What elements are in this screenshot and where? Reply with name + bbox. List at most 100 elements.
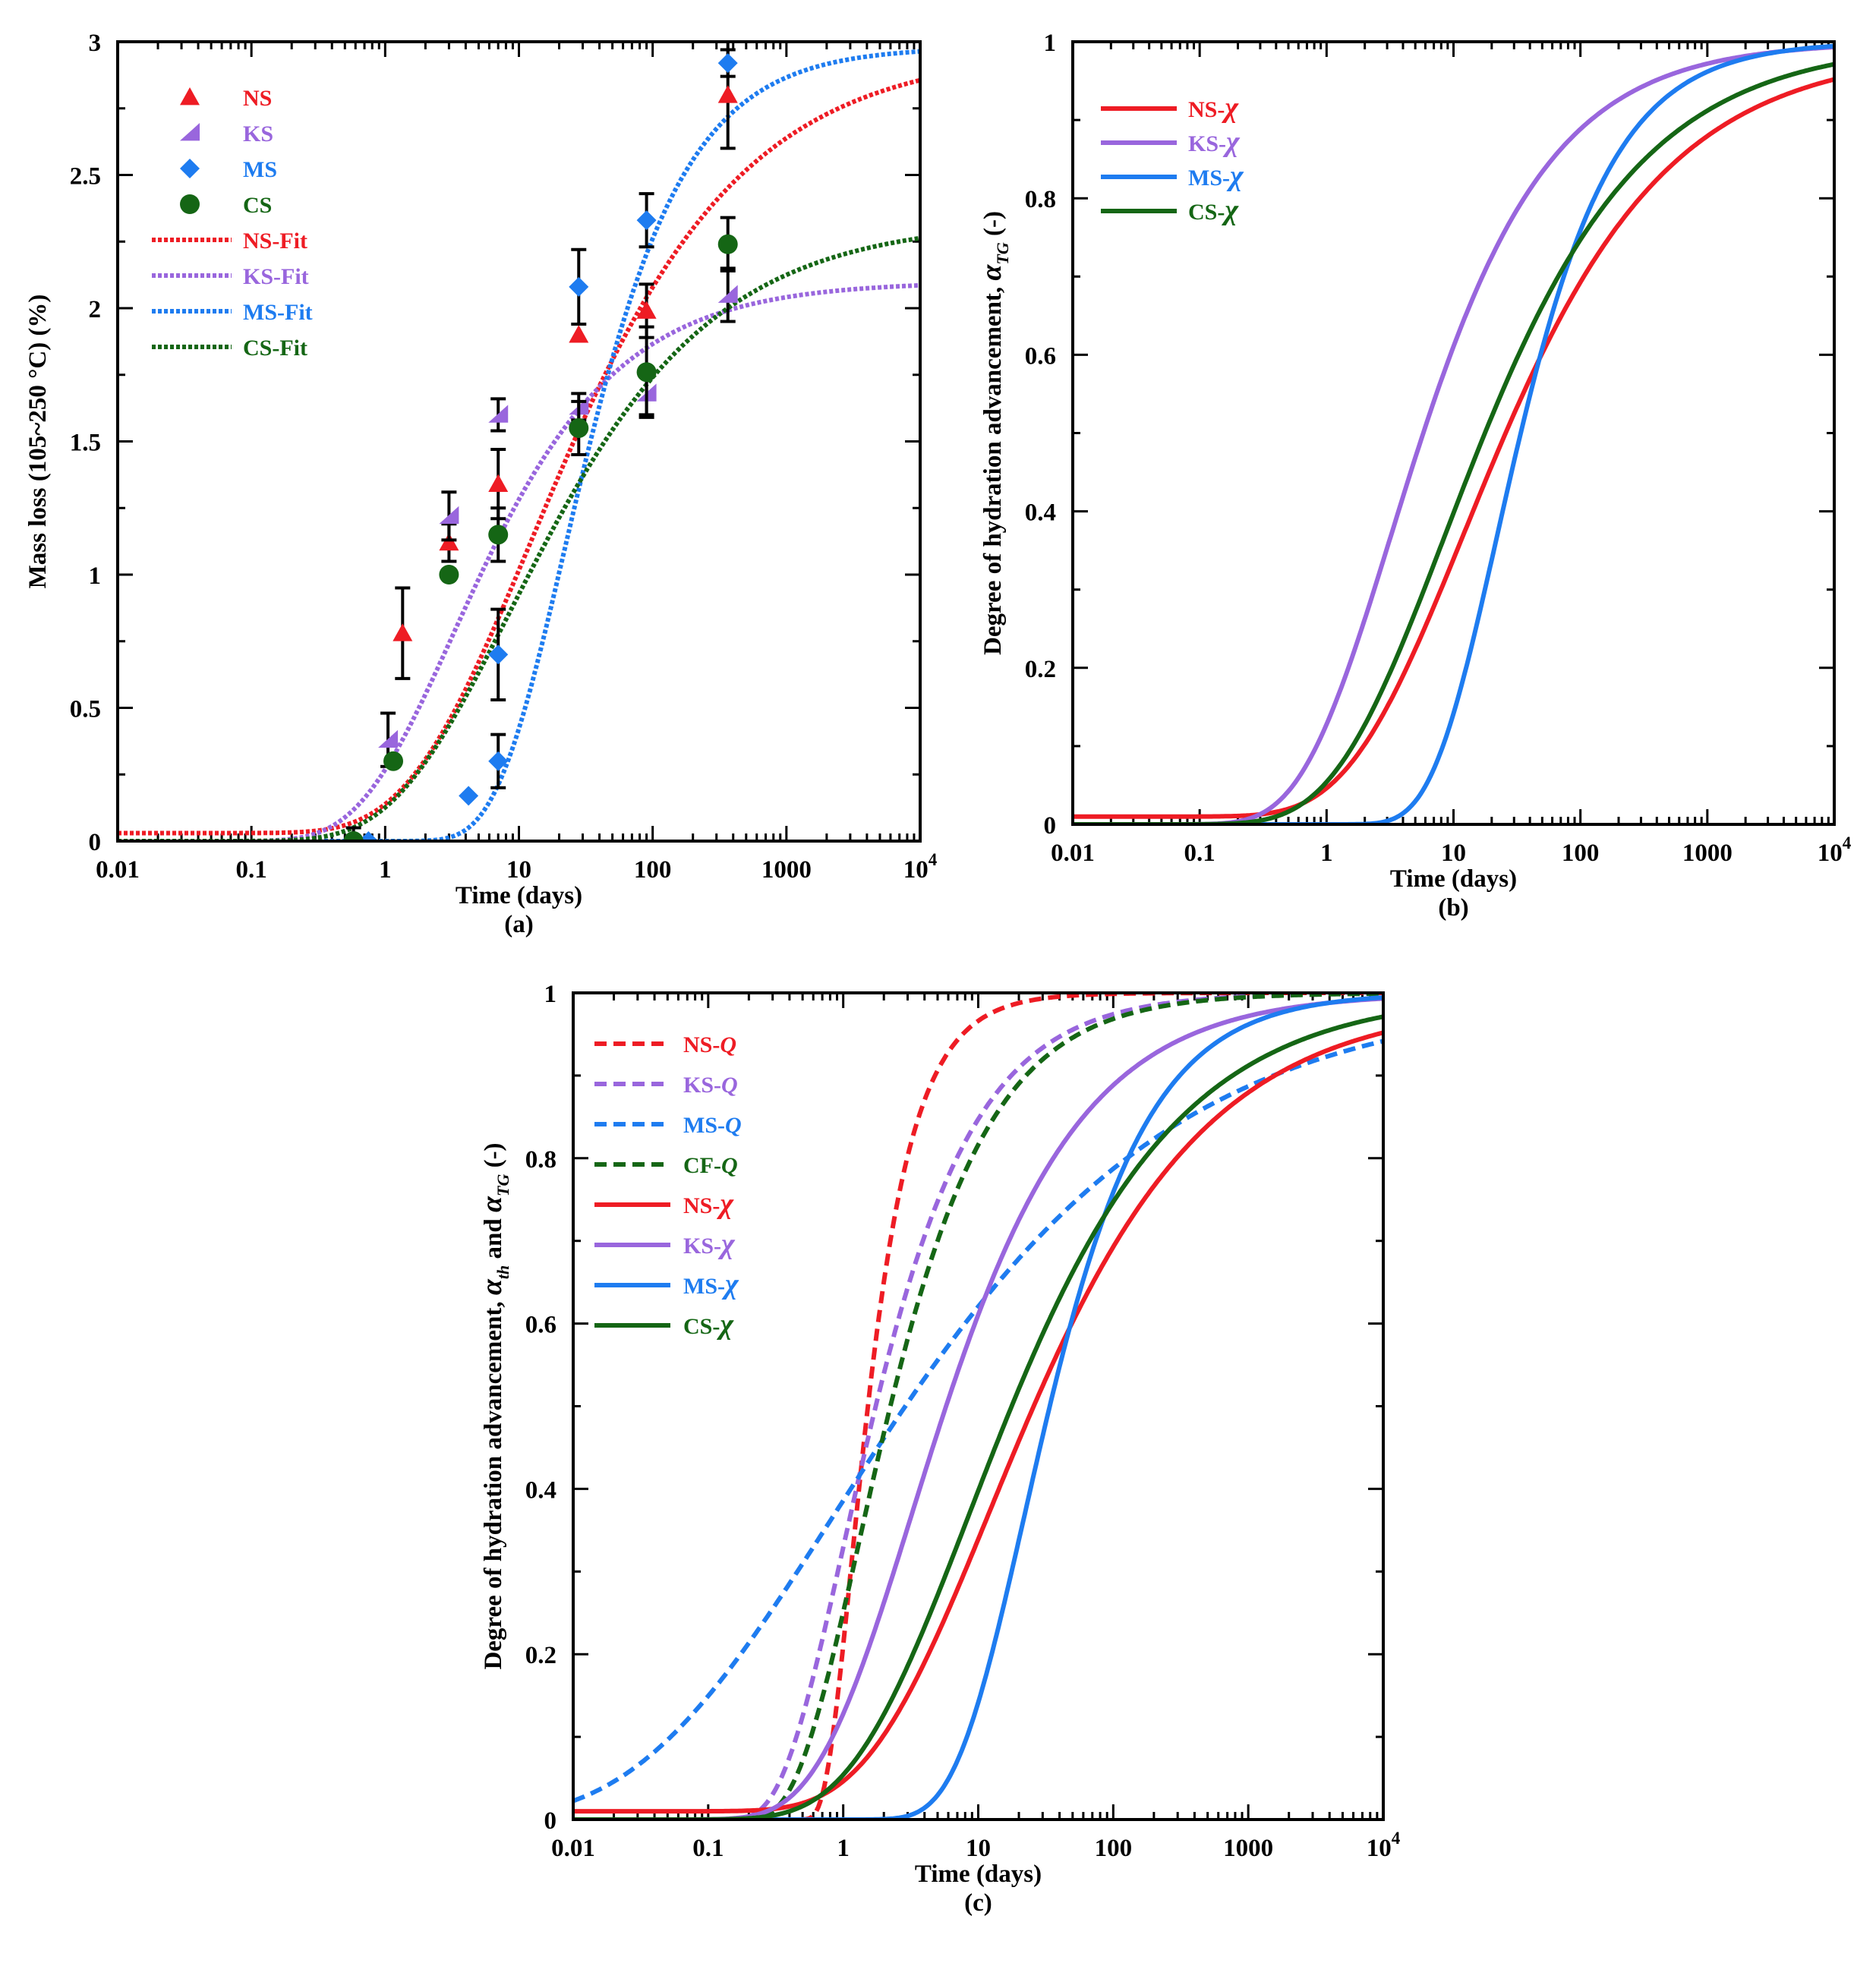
series-line-ksfit: [118, 282, 920, 841]
legend-label: NS-χ: [1188, 92, 1239, 124]
data-point-ns-triangle: [439, 532, 459, 551]
legend: NS-χKS-χMS-χCS-χ: [1101, 92, 1244, 226]
data-point-ns-triangle: [393, 623, 413, 641]
series-line-ksq: [573, 993, 1383, 1820]
y-tick-label: 0.2: [1025, 656, 1056, 683]
series-line-ns: [1073, 77, 1834, 819]
y-axis-title: Degree of hydration advancement, αth and…: [476, 1142, 512, 1669]
legend-label: KS-Fit: [243, 264, 309, 289]
y-tick-label: 0: [89, 829, 102, 856]
y-axis-title: Mass loss (105~250 °C) (%): [24, 295, 52, 589]
legend-label: NS-χ: [683, 1188, 734, 1220]
y-tick-label: 2: [89, 296, 102, 323]
legend-marker-circle: [180, 194, 200, 214]
series-line-ms: [1073, 43, 1834, 824]
plot-area: [1073, 43, 1834, 824]
x-tick-label: 0.01: [1051, 840, 1095, 867]
y-axis-title-subscript: th: [493, 1265, 512, 1279]
legend-label-symbol: Q: [725, 1113, 742, 1138]
legend: NS KS MS CS NS-Fit KS-Fit MS-Fit CS-Fit: [152, 86, 313, 361]
legend-label: MS-Q: [683, 1113, 742, 1138]
legend-label: CF-Q: [683, 1153, 738, 1178]
legend-label: CS-Fit: [243, 336, 307, 361]
data-point-ms-diamond: [488, 751, 509, 771]
data-point-ns-triangle: [488, 474, 509, 493]
legend-label-prefix: CS-: [683, 1314, 720, 1339]
y-axis-title: Degree of hydration advancement, αTG (-): [976, 211, 1012, 655]
legend-label: MS-χ: [683, 1268, 739, 1300]
data-point-ms-diamond: [358, 831, 379, 841]
panel-a: 0.01 0.1 1 10 100 1000 104 0 0.5 1 1.5 2 2.5 3 Time (d…: [24, 30, 938, 938]
x-tick-label: 10: [966, 1835, 991, 1862]
data-point-ms-diamond: [636, 210, 657, 231]
data-point-cs-circle: [569, 417, 589, 438]
legend-label: CS: [243, 193, 272, 218]
plot-frame: [1071, 40, 1836, 826]
x-tick-label: 1: [1320, 840, 1333, 867]
data-point-cs-circle: [383, 751, 404, 771]
legend: NS-QKS-QMS-QCF-QNS-χKS-χMS-χCS-χ: [594, 1032, 742, 1341]
data-point-cs-circle: [439, 565, 459, 584]
data-point-ks-half-triangle: [488, 405, 509, 423]
data-point-cs-circle: [343, 831, 364, 841]
y-axis-title-symbol: α: [476, 1196, 508, 1212]
panel-caption: (b): [1438, 894, 1468, 922]
x-tick-label: 100: [634, 856, 672, 884]
legend-label: CS-χ: [1188, 194, 1239, 226]
y-tick-label: 1.5: [70, 430, 101, 457]
legend-label: KS: [243, 121, 273, 147]
panel-caption: (a): [504, 911, 533, 938]
x-tick-label: 10: [1441, 840, 1466, 867]
y-axis-title-text: Degree of hydration advancement,: [979, 281, 1007, 655]
y-axis-title-text: (-): [480, 1142, 507, 1174]
y-tick-label: 0.4: [525, 1476, 556, 1504]
y-tick-label: 0.4: [1025, 499, 1056, 527]
y-axis-title-text: and: [480, 1212, 507, 1265]
plot-area: [118, 42, 920, 841]
legend-label-symbol: Q: [720, 1032, 736, 1057]
legend-label: MS-Fit: [243, 300, 313, 325]
panel-caption: (c): [964, 1889, 992, 1917]
data-point-ms-diamond: [459, 786, 479, 806]
y-tick-label: 1: [89, 562, 102, 590]
x-tick-label: 0.01: [551, 1835, 595, 1862]
y-tick-label: 0.5: [70, 696, 101, 723]
legend-marker-diamond: [180, 159, 200, 178]
legend-label: KS-Q: [683, 1073, 738, 1098]
series-line-nsq: [573, 993, 1383, 1820]
plot-frame: [116, 40, 922, 843]
y-tick-label: 0.6: [525, 1312, 556, 1339]
y-axis-title-text: Degree of hydration advancement,: [480, 1295, 507, 1669]
y-tick-label: 0.8: [1025, 186, 1056, 213]
y-tick-label: 0.6: [1025, 342, 1056, 370]
legend-label-prefix: MS-: [683, 1113, 725, 1138]
x-tick-label: 1000: [1223, 1835, 1273, 1862]
x-tick-label: 100: [1562, 840, 1600, 867]
series-line-cfq: [573, 993, 1383, 1820]
x-tick-label: 0.1: [236, 856, 267, 884]
legend-label-prefix: KS-: [683, 1234, 721, 1259]
y-axis-title-text: (-): [979, 211, 1007, 242]
series-line-nsfit: [118, 77, 920, 836]
legend-label-prefix: MS-: [683, 1274, 725, 1299]
legend-label: NS-Q: [683, 1032, 736, 1057]
data-point-ks-half-triangle: [439, 506, 459, 525]
data-point-ms-diamond: [717, 53, 738, 74]
x-tick-label: 100: [1095, 1835, 1133, 1862]
series-line-ns: [573, 1030, 1383, 1814]
x-tick-label: 104: [903, 850, 938, 884]
y-axis-title-symbol: α: [476, 1278, 508, 1295]
x-tick-label: 0.1: [1184, 840, 1215, 867]
x-tick-label: 0.1: [692, 1835, 724, 1862]
series-line-msfit: [118, 49, 920, 841]
data-point-ns-triangle: [636, 301, 657, 319]
y-tick-label: 0.2: [525, 1642, 556, 1669]
data-point-cs-circle: [717, 234, 738, 254]
x-tick-label: 0.01: [96, 856, 140, 884]
x-axis-title: Time (days): [1390, 865, 1517, 893]
legend-label: MS-χ: [1188, 160, 1244, 192]
x-tick-label: 1: [379, 856, 392, 884]
series-line-msq: [573, 1038, 1383, 1804]
data-point-ms-diamond: [488, 644, 509, 665]
